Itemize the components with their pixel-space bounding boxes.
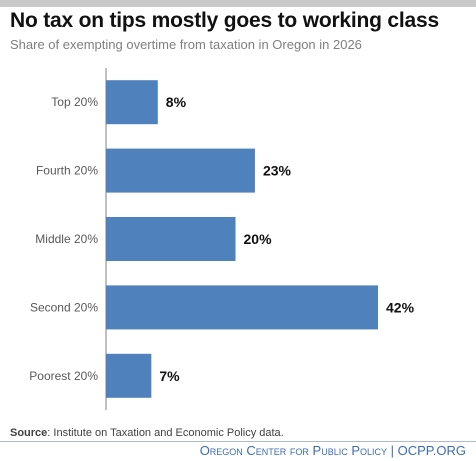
footer-org: Oregon Center for Public Policy — [199, 443, 387, 458]
bar — [106, 285, 378, 330]
bar — [106, 80, 158, 125]
value-label: 7% — [159, 368, 180, 384]
footer-separator: | — [387, 443, 398, 458]
source-note: Source: Institute on Taxation and Econom… — [10, 427, 284, 439]
bar — [106, 217, 236, 261]
chart-subtitle: Share of exempting overtime from taxatio… — [10, 37, 362, 52]
footer-rule — [0, 441, 476, 442]
source-text: : Institute on Taxation and Economic Pol… — [47, 427, 284, 439]
bar — [106, 353, 152, 398]
chart-title: No tax on tips mostly goes to working cl… — [10, 9, 439, 32]
category-label: Fourth 20% — [36, 164, 98, 178]
top-rule — [0, 0, 476, 7]
value-label: 23% — [263, 163, 292, 179]
value-label: 20% — [244, 231, 273, 247]
footer-credit: Oregon Center for Public Policy | OCPP.O… — [200, 443, 466, 458]
bars-group: Top 20% 8% Fourth 20% 23% Middle 20% 20% Secon… — [29, 80, 415, 398]
bar — [106, 148, 255, 193]
footer-site: OCPP.ORG — [397, 443, 466, 458]
category-label: Middle 20% — [35, 232, 98, 246]
source-label: Source — [10, 427, 48, 439]
value-label: 8% — [166, 94, 187, 110]
category-label: Second 20% — [30, 300, 98, 314]
category-label: Top 20% — [51, 95, 98, 109]
category-label: Poorest 20% — [29, 369, 98, 383]
value-label: 42% — [386, 299, 415, 315]
